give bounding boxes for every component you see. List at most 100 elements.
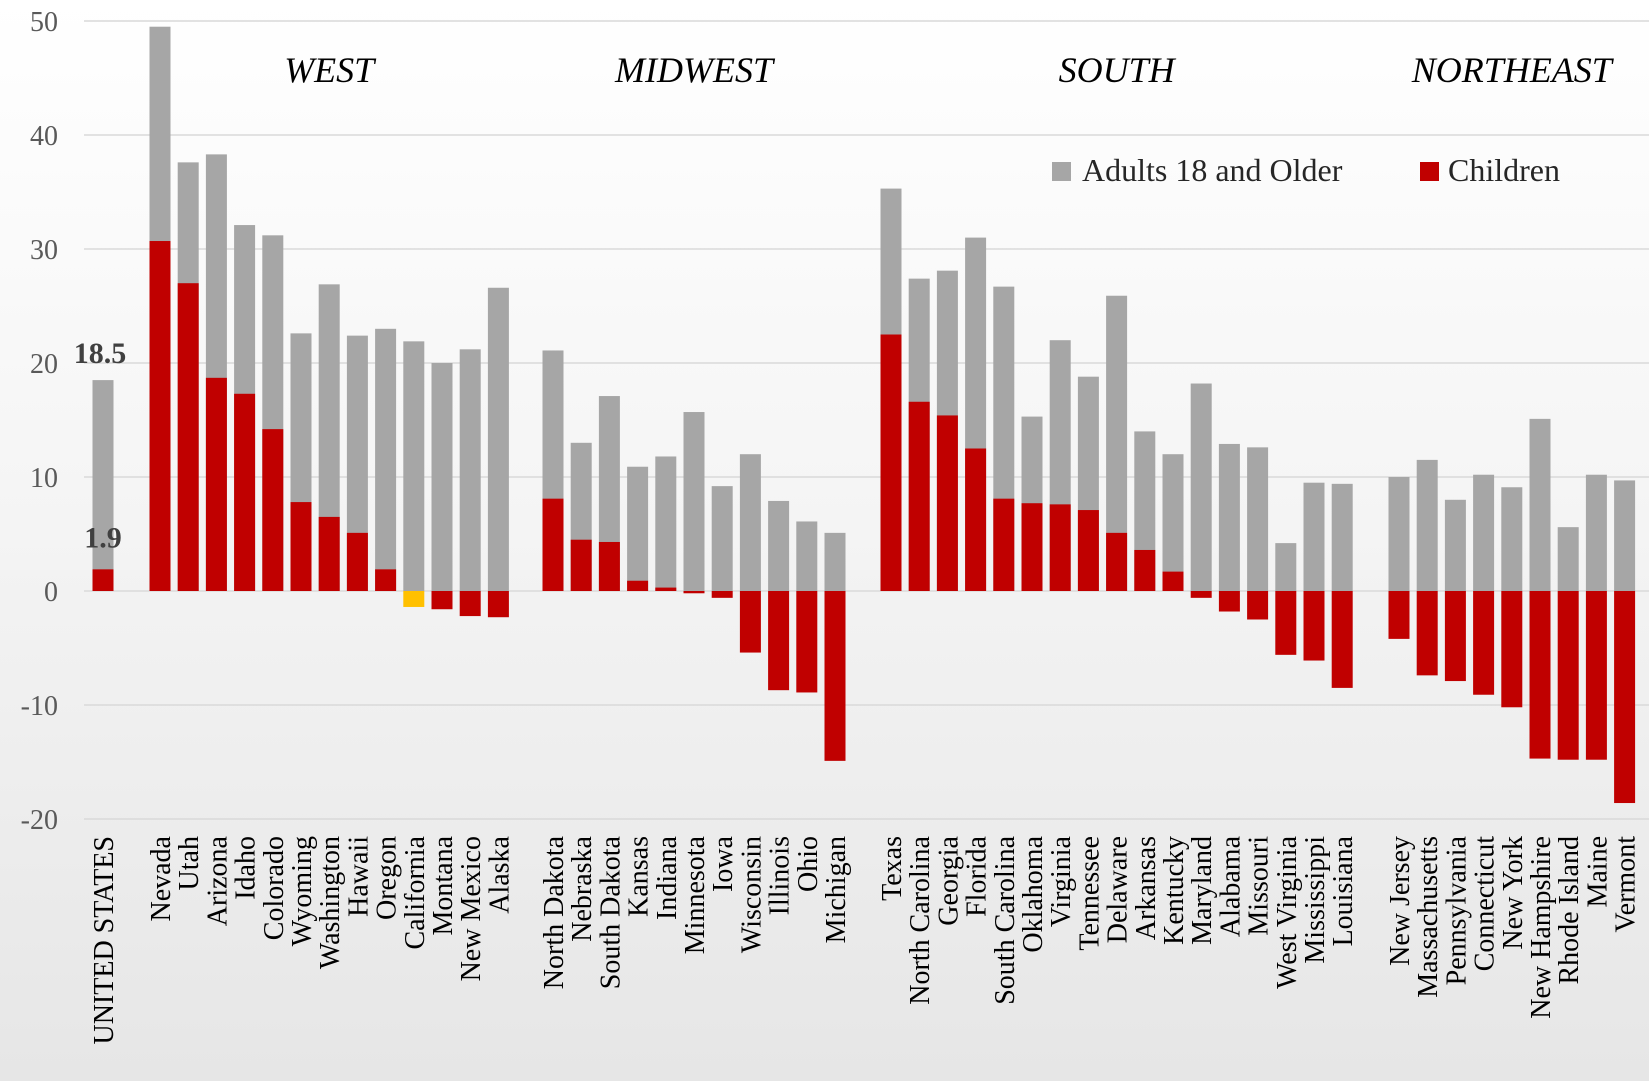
bar-adults [375,328,397,591]
bar-adults [824,532,846,591]
x-tick-label: Indiana [652,835,683,920]
bar-children [290,502,312,591]
x-tick-label: Rhode Island [1554,836,1585,985]
bar-children [1077,510,1099,591]
bar-adults [1162,454,1184,591]
x-tick-label: Delaware [1103,836,1134,943]
region-label: NORTHEAST [1411,50,1615,90]
bar-adults [768,500,790,591]
bar-children [346,532,368,591]
bar-children [92,569,114,591]
x-tick-label: Maryland [1187,836,1218,945]
x-tick-label: Colorado [259,836,290,940]
x-tick-label: Virginia [1046,835,1077,927]
data-label: 18.5 [74,337,127,370]
x-tick-label: Connecticut [1470,836,1501,972]
x-tick-label: Arizona [202,835,233,926]
x-tick-label: Texas [877,836,908,901]
x-tick-label: South Dakota [595,835,626,989]
bar-adults [1529,418,1551,591]
x-tick-label: Missouri [1244,836,1275,936]
x-tick-label: Maine [1582,836,1613,908]
bar-children [1190,591,1212,598]
x-tick-label: Oregon [372,836,403,920]
bar-children [993,498,1015,591]
y-tick-label: -10 [21,691,58,722]
bar-children [1331,591,1353,688]
x-tick-label: Vermont [1611,836,1642,933]
x-tick-label: Alaska [484,835,515,913]
x-tick-label: Alabama [1215,835,1246,937]
x-tick-label: Massachusetts [1413,836,1444,998]
x-tick-label: Washington [315,836,346,969]
bar-children [234,393,256,591]
x-tick-label: UNITED STATES [89,836,120,1045]
bar-children [711,591,733,598]
bar-adults [1388,477,1410,591]
x-tick-label: North Carolina [905,835,936,1004]
region-label: SOUTH [1059,50,1177,90]
bar-adults [1416,459,1438,591]
bar-children [598,541,620,591]
bar-children [965,448,987,591]
bar-children [1416,591,1438,676]
x-tick-label: Utah [174,836,205,890]
bar-children [768,591,790,691]
x-tick-label: Tennessee [1074,836,1105,951]
x-tick-label: Illinois [765,836,796,915]
data-label: 1.9 [84,521,122,554]
bar-children [655,587,677,591]
bar-adults [92,380,114,591]
bar-children [1218,591,1240,612]
x-tick-label: New Hampshire [1526,836,1557,1019]
region-label: MIDWEST [614,50,776,90]
y-tick-label: 20 [30,349,58,380]
bar-children [205,377,227,591]
bar-children [487,591,509,618]
y-tick-label: 0 [44,577,58,608]
x-tick-label: Montana [428,835,459,935]
x-tick-label: Nebraska [567,835,598,941]
legend-label: Adults 18 and Older [1082,152,1343,188]
x-tick-label: Michigan [821,836,852,943]
bar-children [683,591,705,594]
bar-children [1049,504,1071,591]
bar-children [542,498,564,591]
bar-children [1106,532,1128,591]
bar-adults [1190,383,1212,591]
x-tick-label: California [400,835,431,949]
bar-children [1585,591,1607,760]
bar-adults [627,466,649,591]
legend: Adults 18 and Older Children [1052,152,1560,188]
bar-children [627,580,649,591]
y-tick-label: 30 [30,235,58,266]
x-tick-label: Kentucky [1159,836,1190,945]
legend-label: Children [1448,152,1560,188]
x-tick-label: Ohio [793,836,824,892]
x-tick-label: Nevada [146,835,177,921]
bar-adults [346,335,368,591]
bar-adults [739,454,761,591]
bar-children [1247,591,1269,620]
bar-children [1529,591,1551,759]
bar-adults [1585,474,1607,591]
x-tick-label: Iowa [708,835,739,892]
x-tick-label: Arkansas [1131,836,1162,940]
bar-adults [711,486,733,591]
bar-children [1501,591,1523,708]
x-tick-label: Georgia [933,835,964,925]
bar-children [796,591,818,693]
bar-adults [1501,487,1523,591]
bar-children [824,591,846,761]
bar-children [1444,591,1466,682]
bar-adults [1331,483,1353,591]
bar-children [149,241,171,591]
legend-swatch-adults [1052,162,1071,181]
bar-adults [403,341,425,591]
bar-children [1614,591,1636,804]
bar-children [936,415,958,591]
y-tick-label: 40 [30,121,58,152]
bar-children [739,591,761,653]
bar-children [375,569,397,591]
